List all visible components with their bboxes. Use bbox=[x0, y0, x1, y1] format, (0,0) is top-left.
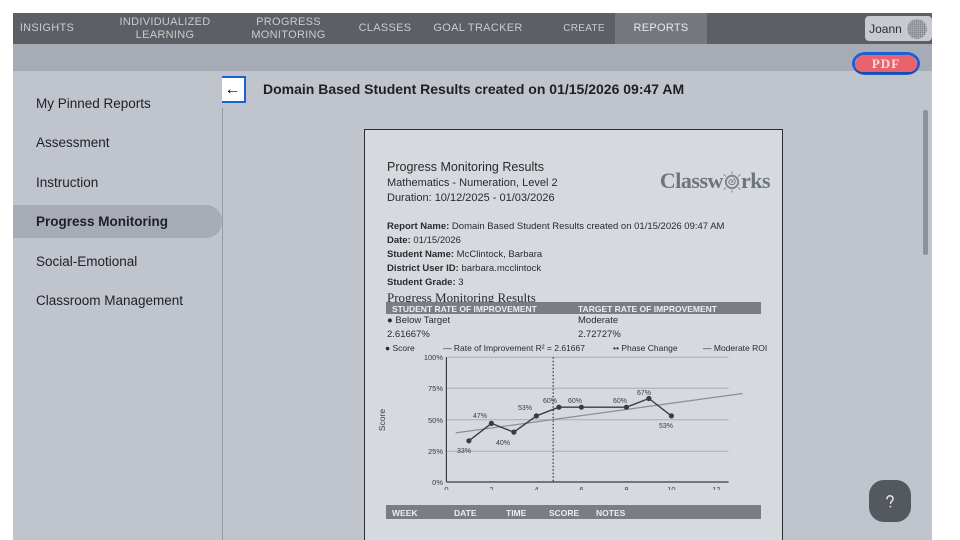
svg-text:12: 12 bbox=[712, 485, 720, 490]
svg-text:2: 2 bbox=[489, 485, 493, 490]
svg-text:60%: 60% bbox=[543, 398, 557, 405]
svg-text:25%: 25% bbox=[428, 447, 443, 456]
svg-text:60%: 60% bbox=[613, 398, 627, 405]
svg-text:10: 10 bbox=[667, 485, 675, 490]
svg-text:53%: 53% bbox=[518, 405, 532, 412]
svg-text:100%: 100% bbox=[424, 353, 444, 362]
svg-text:Score: Score bbox=[377, 409, 387, 431]
svg-text:50%: 50% bbox=[428, 416, 443, 425]
svg-text:6: 6 bbox=[579, 485, 583, 490]
svg-text:67%: 67% bbox=[637, 390, 651, 397]
svg-text:8: 8 bbox=[624, 485, 628, 490]
svg-text:53%: 53% bbox=[659, 423, 673, 430]
svg-text:40%: 40% bbox=[496, 440, 510, 447]
svg-text:75%: 75% bbox=[428, 384, 443, 393]
svg-text:47%: 47% bbox=[473, 413, 487, 420]
svg-text:33%: 33% bbox=[457, 448, 471, 455]
svg-text:4: 4 bbox=[534, 485, 538, 490]
svg-text:60%: 60% bbox=[568, 398, 582, 405]
svg-text:0%: 0% bbox=[432, 478, 443, 487]
svg-text:0: 0 bbox=[444, 485, 448, 490]
